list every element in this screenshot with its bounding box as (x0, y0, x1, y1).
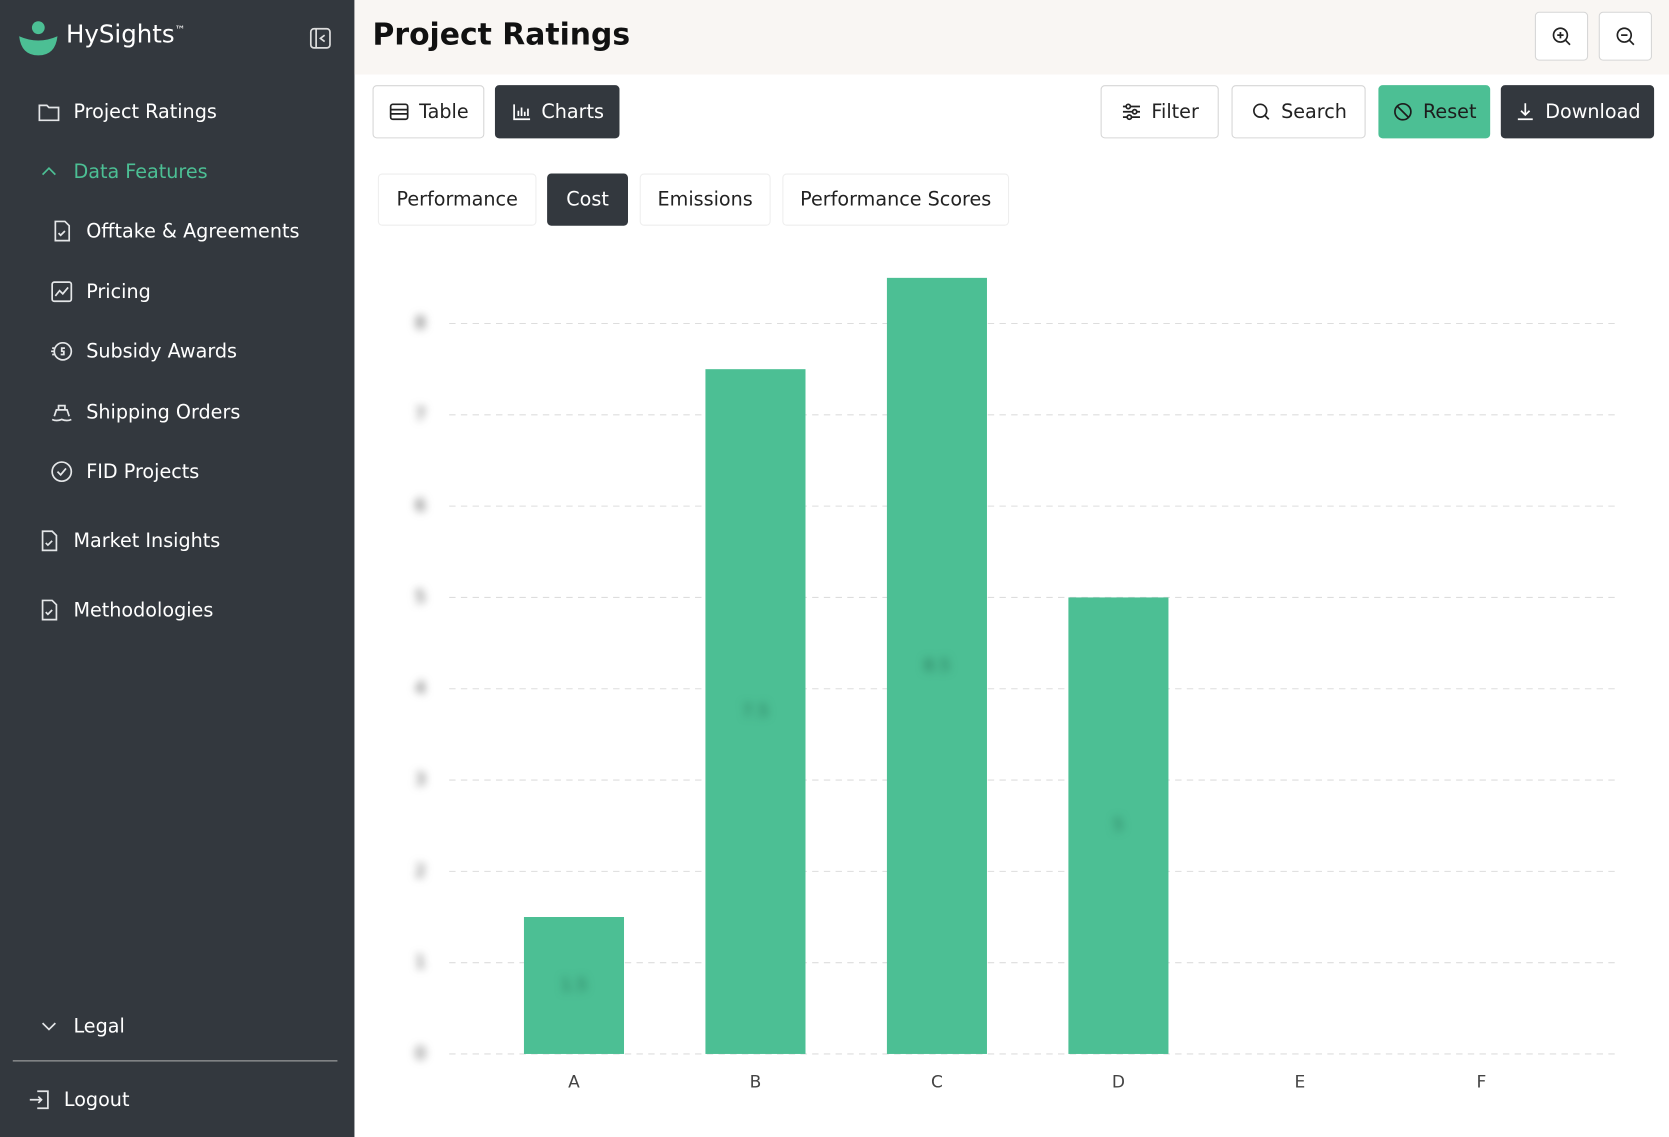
chart: 0 1 2 3 4 5 6 7 8 A 1.5 B 7.5 C 8.5 D 5 E F (415, 277, 1618, 1093)
main: Project Ratings Table Charts Filter Sear… (354, 0, 1669, 1137)
tab-label: Cost (566, 188, 609, 211)
nav-label: Offtake & Agreements (86, 219, 300, 243)
page-title: Project Ratings (372, 17, 631, 53)
y-tick-label: 0 (415, 1044, 426, 1064)
nav-label: Legal (73, 1015, 125, 1038)
table-button[interactable]: Table (372, 85, 485, 139)
tab-label: Emissions (657, 188, 753, 211)
data-label: 8.5 (923, 656, 950, 676)
filter-button[interactable]: Filter (1100, 85, 1219, 139)
search-button[interactable]: Search (1231, 85, 1366, 139)
tab-label: Performance Scores (800, 188, 992, 211)
button-label: Search (1281, 100, 1347, 123)
brand-name: HySights (65, 21, 175, 49)
tab[interactable]: Cost (547, 173, 629, 226)
y-tick-label: 2 (415, 861, 426, 881)
header: Project Ratings (354, 0, 1669, 75)
button-label: Reset (1422, 100, 1477, 123)
brand: HySights™ (66, 21, 185, 49)
x-tick-label: A (568, 1073, 580, 1093)
button-label: Table (419, 100, 469, 123)
tab[interactable]: Performance Scores (782, 173, 1010, 226)
nav-item[interactable]: Offtake & Agreements (50, 215, 299, 247)
x-tick-label: E (1295, 1073, 1306, 1093)
nav-item[interactable]: Project Ratings (37, 96, 217, 128)
tab[interactable]: Emissions (639, 173, 771, 226)
download-button[interactable]: Download (1500, 85, 1655, 139)
collapse-button[interactable] (309, 27, 332, 50)
nav-label: Pricing (86, 280, 151, 303)
bar (705, 369, 806, 1054)
x-tick-label: F (1476, 1073, 1486, 1093)
logo (19, 21, 58, 56)
sidebar: HySights™ Project Ratings Data Features … (0, 0, 355, 1137)
zoom-in[interactable] (1534, 11, 1589, 61)
nav-item[interactable]: Methodologies (37, 594, 213, 626)
nav-item[interactable]: Data Features (37, 155, 208, 187)
x-tick-label: B (750, 1073, 762, 1093)
y-tick-label: 7 (415, 405, 426, 425)
nav-label: Shipping Orders (86, 400, 241, 424)
nav-item[interactable]: Subsidy Awards (50, 335, 237, 367)
nav-label: Data Features (73, 160, 208, 183)
nav-item[interactable]: FID Projects (50, 456, 199, 488)
y-tick-label: 1 (415, 953, 426, 973)
button-label: Download (1545, 100, 1641, 123)
button-label: Charts (541, 100, 604, 123)
x-tick-label: C (931, 1073, 943, 1093)
bar (1068, 597, 1169, 1054)
charts-button[interactable]: Charts (494, 85, 620, 139)
logout[interactable]: Logout (28, 1084, 130, 1116)
nav-label: Logout (63, 1088, 130, 1111)
data-label: 7.5 (742, 702, 769, 722)
x-tick-label: D (1112, 1073, 1125, 1093)
data-label: 5 (1113, 816, 1124, 836)
tab-label: Performance (396, 188, 518, 211)
y-tick-label: 8 (415, 314, 426, 334)
nav-item[interactable]: Market Insights (37, 525, 220, 557)
nav-label: Market Insights (73, 529, 221, 553)
tab[interactable]: Performance (377, 173, 537, 226)
nav-label: Methodologies (73, 598, 214, 622)
button-label: Filter (1151, 100, 1199, 123)
brand-mark: ™ (174, 24, 186, 37)
nav-item[interactable]: Legal (37, 1010, 125, 1042)
y-tick-label: 6 (415, 496, 426, 516)
divider (12, 1060, 338, 1062)
y-tick-label: 5 (415, 587, 426, 607)
nav-item[interactable]: Shipping Orders (50, 396, 240, 428)
bar (886, 277, 987, 1054)
bar (523, 917, 625, 1054)
zoom-out[interactable] (1598, 11, 1652, 61)
nav-label: FID Projects (86, 460, 200, 483)
nav-item[interactable]: Pricing (50, 276, 151, 308)
nav-label: Subsidy Awards (86, 340, 238, 363)
y-tick-label: 3 (415, 770, 426, 790)
reset-button[interactable]: Reset (1378, 85, 1491, 139)
data-label: 1.5 (560, 975, 587, 995)
y-tick-label: 4 (415, 679, 426, 699)
nav-label: Project Ratings (73, 100, 217, 123)
